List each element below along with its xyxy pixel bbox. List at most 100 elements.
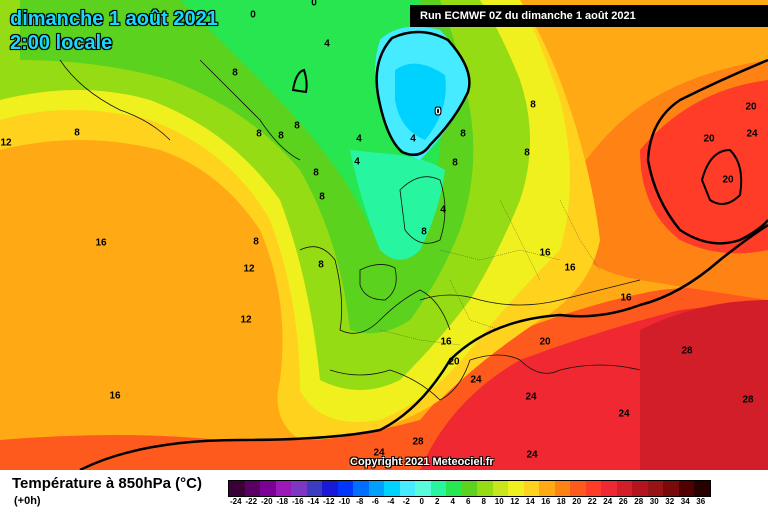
color-scale-tick: -14 (307, 497, 320, 506)
color-swatch (678, 481, 694, 496)
color-swatch (554, 481, 570, 496)
isotherm-label: 28 (412, 436, 424, 448)
color-swatch (539, 481, 555, 496)
color-swatch (616, 481, 632, 496)
color-scale-tick: 22 (587, 497, 597, 506)
color-swatch (477, 481, 493, 496)
hot-zone-east (640, 80, 768, 254)
map-canvas (0, 0, 768, 470)
color-swatch (399, 481, 415, 496)
isotherm-label: 8 (253, 236, 259, 248)
isotherm-label: 4 (410, 133, 416, 145)
isotherm-label: 20 (745, 101, 757, 113)
color-scale-tick: 26 (618, 497, 628, 506)
contour-small-north (291, 68, 308, 94)
color-scale-tick: -2 (402, 497, 410, 506)
isotherm-label: 16 (109, 390, 121, 402)
color-swatch (337, 481, 353, 496)
isotherm-label: 0 (435, 106, 441, 118)
isotherm-label: 0 (311, 0, 317, 9)
isotherm-label: 4 (356, 133, 362, 145)
isotherm-label: 0 (250, 9, 256, 21)
isotherm-label: 16 (620, 292, 632, 304)
color-scale-tick: -16 (291, 497, 304, 506)
isotherm-label: 24 (525, 391, 537, 403)
hot-zone-far-southeast (640, 300, 768, 470)
isotherm-label: 8 (74, 127, 80, 139)
color-scale-tick: 4 (450, 497, 455, 506)
isotherm-label: 16 (440, 336, 452, 348)
isotherm-label: 24 (373, 447, 385, 459)
isotherm-label: 24 (470, 374, 482, 386)
color-scale-tick: 8 (481, 497, 486, 506)
isotherm-label: 8 (278, 130, 284, 142)
color-scale-tick: -10 (338, 497, 351, 506)
color-scale-tick: -4 (387, 497, 395, 506)
color-scale (228, 480, 711, 497)
color-scale-tick: 12 (510, 497, 520, 506)
isotherm-label: 8 (319, 191, 325, 203)
color-swatch (461, 481, 477, 496)
isotherm-label: 20 (448, 356, 460, 368)
isotherm-label: 28 (681, 345, 693, 357)
color-scale-tick: 18 (556, 497, 566, 506)
isotherm-label: 12 (243, 263, 255, 275)
isotherm-label: 8 (256, 128, 262, 140)
color-swatch (430, 481, 446, 496)
isotherm-label: 8 (421, 226, 427, 238)
forecast-time: 2:00 locale (10, 32, 113, 54)
color-swatch (415, 481, 431, 496)
contour-20c-island (700, 148, 743, 205)
color-scale-tick: -22 (245, 497, 258, 506)
contour-0c (375, 30, 471, 157)
color-scale-tick: 20 (572, 497, 582, 506)
copyright-text: Copyright 2021 Meteociel.fr (350, 456, 494, 468)
isotherm-label: 4 (440, 204, 446, 216)
isotherm-label: 8 (56, 35, 62, 47)
isotherm-label: 20 (539, 336, 551, 348)
color-scale-tick: 6 (466, 497, 471, 506)
color-scale-tick: 16 (541, 497, 551, 506)
color-swatch (384, 481, 400, 496)
color-swatch (229, 481, 245, 496)
color-swatch (244, 481, 260, 496)
color-scale-tick: -12 (322, 497, 335, 506)
isotherm-label: 8 (452, 157, 458, 169)
isotherm-label: 8 (294, 120, 300, 132)
color-swatch (632, 481, 648, 496)
isotherm-label: 4 (324, 38, 330, 50)
isotherm-label: 8 (313, 167, 319, 179)
isotherm-label: 8 (530, 99, 536, 111)
color-swatch (647, 481, 663, 496)
color-scale-tick: -8 (356, 497, 364, 506)
contour-20c-east (646, 58, 768, 245)
color-swatch (260, 481, 276, 496)
isotherm-label: 20 (722, 174, 734, 186)
color-scale-tick: 30 (649, 497, 659, 506)
color-scale-tick: -24 (229, 497, 242, 506)
isotherm-label: 28 (742, 394, 754, 406)
color-swatch (322, 481, 338, 496)
contour-20c-south (79, 223, 768, 470)
coldest-pool (395, 63, 446, 140)
color-scale-tick: 14 (525, 497, 535, 506)
color-scale-tick: 0 (419, 497, 424, 506)
color-scale-tick: 28 (634, 497, 644, 506)
run-info-banner: Run ECMWF 0Z du dimanche 1 août 2021 (410, 5, 768, 27)
isotherm-label: 8 (318, 259, 324, 271)
isotherm-label: 16 (564, 262, 576, 274)
color-scale-tick: -18 (276, 497, 289, 506)
color-swatch (306, 481, 322, 496)
color-scale-tick: 10 (494, 497, 504, 506)
isotherm-label: 24 (526, 449, 538, 461)
isotherm-label: 8 (460, 128, 466, 140)
color-swatch (492, 481, 508, 496)
legend-title: Température à 850hPa (°C) (12, 475, 202, 492)
forecast-date: dimanche 1 août 2021 (10, 8, 218, 30)
isotherm-label: 24 (618, 408, 630, 420)
legend-subtitle: (+0h) (14, 495, 41, 507)
isotherm-label: 12 (0, 137, 12, 149)
color-swatch (291, 481, 307, 496)
color-swatch (663, 481, 679, 496)
